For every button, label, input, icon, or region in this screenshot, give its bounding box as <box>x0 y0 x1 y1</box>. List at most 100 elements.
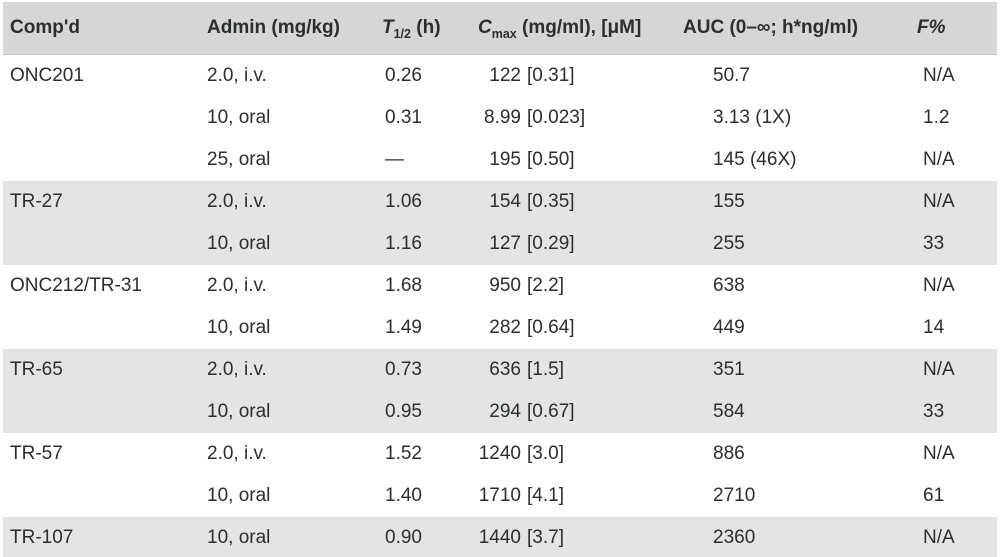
cell-admin: 10, oral <box>207 317 271 338</box>
table-row: 10, oral 1.40 1710 [4.1] 2710 61 <box>3 475 997 517</box>
cmax-micromolar: [3.0] <box>527 443 564 464</box>
cell-auc: 2360 <box>713 527 756 548</box>
cell-fpercent: 14 <box>923 317 945 338</box>
cell-cmax: 636 [1.5] <box>455 359 667 381</box>
header-compound: Comp'd <box>10 17 80 38</box>
cell-auc: 351 <box>713 359 745 380</box>
cell-compound: TR-27 <box>10 191 63 212</box>
table-row: TR-107 10, oral 0.90 1440 [3.7] 2360 N/A <box>3 517 997 557</box>
cmax-number: 1440 <box>478 527 521 548</box>
cmax-micromolar: [0.67] <box>527 401 575 422</box>
cell-fpercent: N/A <box>923 527 955 548</box>
cell-admin: 10, oral <box>207 401 271 422</box>
table-header-row: Comp'd Admin (mg/kg) T1/2 (h) Cmax (mg/m… <box>3 2 997 55</box>
cell-fpercent: N/A <box>923 149 955 170</box>
cell-admin: 2.0, i.v. <box>207 191 267 212</box>
cell-auc: 449 <box>713 317 745 338</box>
cell-cmax: 1710 [4.1] <box>455 485 667 507</box>
cell-auc: 2710 <box>713 485 756 506</box>
cell-cmax: 1240 [3.0] <box>455 443 667 465</box>
cell-auc: 638 <box>713 275 745 296</box>
cell-thalf: 0.95 <box>385 401 422 422</box>
cell-thalf: 1.06 <box>385 191 422 212</box>
cell-cmax: 122 [0.31] <box>455 65 667 87</box>
cmax-micromolar: [0.64] <box>527 317 575 338</box>
cell-auc: 255 <box>713 233 745 254</box>
cell-cmax: 282 [0.64] <box>455 317 667 339</box>
cell-cmax: 127 [0.29] <box>455 233 667 255</box>
cell-auc: 584 <box>713 401 745 422</box>
cell-thalf: 1.16 <box>385 233 422 254</box>
cell-compound: ONC201 <box>10 65 84 86</box>
cell-admin: 10, oral <box>207 527 271 548</box>
cmax-number: 636 <box>489 359 521 380</box>
cell-fpercent: N/A <box>923 443 955 464</box>
cell-thalf: 1.49 <box>385 317 422 338</box>
cell-auc: 145 (46X) <box>713 149 797 170</box>
cell-compound: TR-65 <box>10 359 63 380</box>
header-half-life-symbol: T <box>382 17 394 38</box>
cell-auc: 50.7 <box>713 65 750 86</box>
cmax-micromolar: [1.5] <box>527 359 564 380</box>
table-row: ONC201 2.0, i.v. 0.26 122 [0.31] 50.7 N/A <box>3 55 997 97</box>
cmax-micromolar: [0.31] <box>527 65 575 86</box>
cell-fpercent: N/A <box>923 191 955 212</box>
header-cmax-subscript: max <box>491 26 517 41</box>
table-body: ONC201 2.0, i.v. 0.26 122 [0.31] 50.7 N/A… <box>3 55 997 557</box>
cmax-number: 282 <box>489 317 521 338</box>
cell-thalf: 1.68 <box>385 275 422 296</box>
cmax-number: 1710 <box>478 485 521 506</box>
cmax-micromolar: [3.7] <box>527 527 564 548</box>
cell-admin: 10, oral <box>207 485 271 506</box>
cmax-micromolar: [4.1] <box>527 485 564 506</box>
cell-admin: 2.0, i.v. <box>207 65 267 86</box>
cell-fpercent: N/A <box>923 359 955 380</box>
header-half-life: T1/2 (h) <box>375 17 455 40</box>
cell-thalf: 0.31 <box>385 107 422 128</box>
table-row: TR-57 2.0, i.v. 1.52 1240 [3.0] 886 N/A <box>3 433 997 475</box>
header-cmax: Cmax (mg/ml), [μM] <box>455 17 667 41</box>
cell-compound: TR-107 <box>10 527 74 548</box>
cell-cmax: 950 [2.2] <box>455 275 667 297</box>
cmax-number: 294 <box>489 401 521 422</box>
cell-thalf: — <box>385 149 404 170</box>
cmax-number: 154 <box>489 191 521 212</box>
cell-thalf: 1.40 <box>385 485 422 506</box>
cmax-micromolar: [0.023] <box>527 107 586 128</box>
table-row: 10, oral 1.16 127 [0.29] 255 33 <box>3 223 997 265</box>
cell-admin: 10, oral <box>207 107 271 128</box>
header-f-percent: F% <box>917 17 946 38</box>
cell-auc: 155 <box>713 191 745 212</box>
cell-thalf: 0.73 <box>385 359 422 380</box>
cell-thalf: 0.90 <box>385 527 422 548</box>
cmax-micromolar: [0.50] <box>527 149 575 170</box>
cell-compound: ONC212/TR-31 <box>10 275 142 296</box>
cmax-number: 122 <box>489 65 521 86</box>
cmax-number: 195 <box>489 149 521 170</box>
cell-cmax: 195 [0.50] <box>455 149 667 171</box>
cmax-number: 1240 <box>478 443 521 464</box>
cmax-number: 950 <box>489 275 521 296</box>
header-cmax-symbol: C <box>478 17 492 38</box>
cell-admin: 25, oral <box>207 149 271 170</box>
table-row: 10, oral 0.31 8.99 [0.023] 3.13 (1X) 1.2 <box>3 97 997 139</box>
cell-cmax: 1440 [3.7] <box>455 527 667 549</box>
cell-auc: 886 <box>713 443 745 464</box>
cell-cmax: 8.99 [0.023] <box>455 107 667 129</box>
table-row: 25, oral — 195 [0.50] 145 (46X) N/A <box>3 139 997 181</box>
cell-cmax: 294 [0.67] <box>455 401 667 423</box>
pharmacokinetics-table: Comp'd Admin (mg/kg) T1/2 (h) Cmax (mg/m… <box>3 2 997 557</box>
cell-admin: 2.0, i.v. <box>207 275 267 296</box>
cmax-micromolar: [2.2] <box>527 275 564 296</box>
cell-fpercent: 33 <box>923 401 945 422</box>
cell-thalf: 0.26 <box>385 65 422 86</box>
table-row: 10, oral 1.49 282 [0.64] 449 14 <box>3 307 997 349</box>
cell-fpercent: 61 <box>923 485 945 506</box>
cmax-number: 127 <box>489 233 521 254</box>
table-row: ONC212/TR-31 2.0, i.v. 1.68 950 [2.2] 638… <box>3 265 997 307</box>
cell-thalf: 1.52 <box>385 443 422 464</box>
cell-fpercent: N/A <box>923 275 955 296</box>
header-auc: AUC (0–∞; h*ng/ml) <box>683 17 859 38</box>
header-cmax-unit: (mg/ml), [μM] <box>516 17 642 38</box>
table-row: TR-65 2.0, i.v. 0.73 636 [1.5] 351 N/A <box>3 349 997 391</box>
